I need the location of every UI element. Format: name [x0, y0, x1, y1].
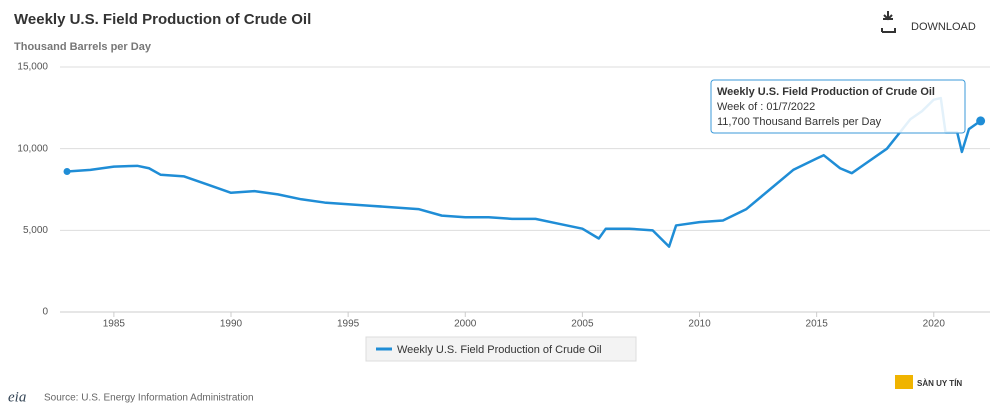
- y-tick-label: 10,000: [17, 143, 48, 154]
- watermark: SÀN UY TÍN: [917, 379, 962, 388]
- x-tick-label: 2005: [571, 319, 594, 330]
- chart-title: Weekly U.S. Field Production of Crude Oi…: [14, 11, 311, 28]
- y-tick-label: 15,000: [17, 62, 48, 73]
- download-icon: [881, 11, 896, 33]
- x-tick-label: 2020: [923, 319, 946, 330]
- plot: 0 5,000 10,000 15,000 1985 1990 1995 2000 2005 20…: [17, 62, 990, 330]
- y-tick-label: 5,000: [23, 225, 48, 236]
- x-tick-label: 1990: [220, 319, 243, 330]
- x-tick-label: 2010: [688, 319, 711, 330]
- download-button[interactable]: DOWNLOAD: [881, 11, 976, 33]
- logo: eia: [8, 389, 26, 405]
- legend: Weekly U.S. Field Production of Crude Oi…: [365, 336, 637, 362]
- tooltip-date: Week of : 01/7/2022: [717, 101, 815, 113]
- point-marker: [63, 168, 71, 176]
- tooltip-value: 11,700 Thousand Barrels per Day: [717, 116, 882, 128]
- y-tick-label: 0: [42, 307, 48, 318]
- subtitle: Thousand Barrels per Day: [14, 41, 152, 53]
- tooltip-box: [710, 79, 966, 134]
- x-tick-label: 1985: [103, 319, 126, 330]
- x-tick-label: 1995: [337, 319, 360, 330]
- tooltip-title: Weekly U.S. Field Production of Crude Oi…: [717, 86, 935, 98]
- tooltip: Weekly U.S. Field Production of Crude Oi…: [710, 79, 966, 134]
- download-label[interactable]: DOWNLOAD: [911, 21, 976, 33]
- source: Source: U.S. Energy Information Administ…: [44, 393, 254, 404]
- x-tick-label: 2015: [806, 319, 829, 330]
- x-tick-label: 2000: [454, 319, 477, 330]
- watermark-icon: [895, 375, 913, 389]
- legend-box: [365, 336, 637, 362]
- point-marker: [976, 116, 986, 126]
- legend-label: Weekly U.S. Field Production of Crude Oi…: [397, 344, 602, 356]
